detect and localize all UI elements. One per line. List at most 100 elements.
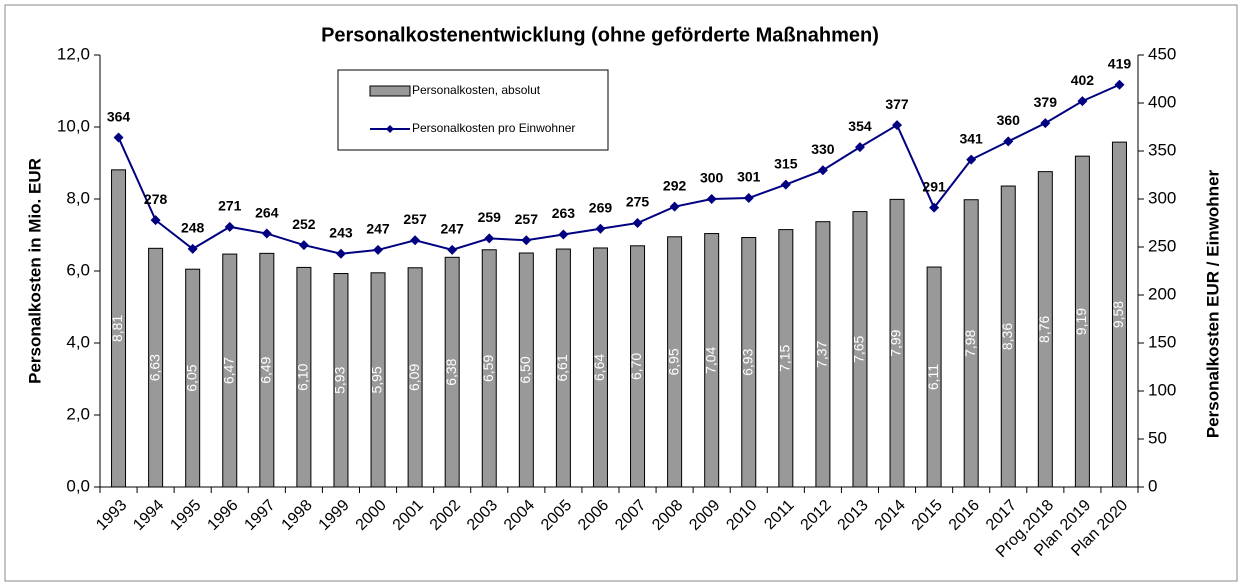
line-label: 252 [292,216,316,232]
line-label: 402 [1071,72,1095,88]
bar [889,198,905,488]
y-tick-label: 2,0 [66,404,90,423]
line-label: 300 [700,170,724,186]
bar-label: 6,61 [554,354,570,381]
line-marker [929,202,940,213]
line-label: 278 [144,191,168,207]
bar-label: 6,47 [220,357,236,384]
line-label: 377 [885,96,909,112]
legend-label: Personalkosten, absolut [412,83,541,97]
bar-label: 7,99 [888,329,904,356]
line-label: 263 [552,205,576,221]
line-label: 248 [181,220,205,236]
line-label: 315 [774,155,798,171]
line-marker [261,228,272,239]
line-label: 360 [997,112,1021,128]
bar [555,248,571,488]
line-marker [854,142,865,153]
y2-tick-label: 450 [1148,44,1176,63]
y2-tick-label: 350 [1148,140,1176,159]
bar [778,229,794,488]
line-label: 364 [107,108,131,124]
line-marker [521,235,532,246]
line-marker [298,240,309,251]
bar-label: 9,19 [1073,308,1089,335]
bar-label: 7,65 [851,335,867,362]
line-marker [1040,118,1051,129]
bar [370,272,386,488]
bar-label: 6,09 [406,364,422,391]
bar [926,266,942,488]
line-marker [558,229,569,240]
y2-tick-label: 200 [1148,284,1176,303]
y2-tick-label: 100 [1148,380,1176,399]
line-label: 247 [440,221,464,237]
bar-label: 6,59 [480,355,496,382]
line-marker [743,193,754,204]
line-label: 243 [329,224,353,240]
bar [1037,171,1053,488]
bar [259,252,275,488]
y-tick-label: 10,0 [57,116,90,135]
bar [704,233,720,488]
line-label: 379 [1034,94,1058,110]
line-marker [447,244,458,255]
chart-title: Personalkostenentwicklung (ohne geförder… [321,24,879,46]
line-label: 354 [848,118,872,134]
bar-label: 6,49 [258,356,274,383]
line-marker [410,235,421,246]
bar [1074,155,1090,488]
bar [592,247,608,488]
y-tick-label: 6,0 [66,260,90,279]
bar [518,252,534,488]
line-marker [335,248,346,259]
line-label: 292 [663,177,687,193]
bar [963,199,979,488]
bar-label: 5,93 [332,366,348,393]
bar [407,267,423,488]
line-marker [187,243,198,254]
bar-label: 6,05 [183,364,199,391]
y-tick-label: 8,0 [66,188,90,207]
line-label: 271 [218,198,242,214]
y2-tick-label: 50 [1148,428,1167,447]
line-marker [113,132,124,143]
line-marker [373,244,384,255]
line-marker [966,154,977,165]
line-marker [1003,136,1014,147]
bar-label: 6,95 [665,348,681,375]
bar-label: 5,95 [369,366,385,393]
y-tick-label: 4,0 [66,332,90,351]
y-tick-label: 0,0 [66,476,90,495]
bar-label: 7,04 [702,346,718,373]
bar [815,221,831,488]
y2-tick-label: 300 [1148,188,1176,207]
y-axis-title: Personalkosten in Mio. EUR [25,158,44,384]
bar [630,245,646,488]
legend-marker [386,125,394,133]
y2-tick-label: 0 [1148,476,1157,495]
line-label: 291 [922,178,946,194]
bar-label: 7,98 [962,330,978,357]
y2-tick-label: 150 [1148,332,1176,351]
line-marker [780,179,791,190]
line-label: 259 [478,209,502,225]
line-label: 419 [1108,55,1132,71]
bar-label: 8,36 [999,323,1015,350]
line-marker [150,215,161,226]
line-label: 341 [959,130,983,146]
line-label: 275 [626,194,650,210]
y2-axis-title: Personalkosten EUR / Einwohner [1203,169,1222,438]
bar [111,169,127,488]
bar-label: 7,37 [814,341,830,368]
bar [185,268,201,488]
line-marker [632,218,643,228]
line-marker [892,120,903,131]
bar-label: 7,15 [777,344,793,371]
line-marker [669,201,680,212]
bar-label: 6,63 [146,354,162,381]
line-marker [817,165,828,176]
bar [852,211,868,488]
line-marker [595,223,606,234]
